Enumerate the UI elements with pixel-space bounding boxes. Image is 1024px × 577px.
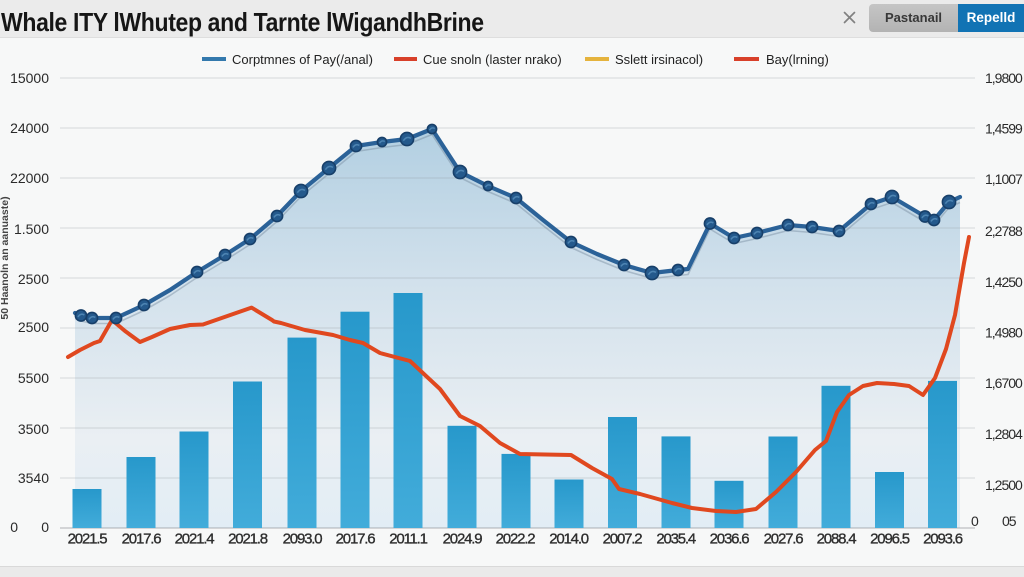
- svg-text:15000: 15000: [10, 70, 49, 86]
- svg-text:1,6700: 1,6700: [985, 375, 1023, 391]
- svg-text:2022.2: 2022.2: [496, 531, 536, 548]
- svg-text:2024.9: 2024.9: [443, 531, 483, 548]
- svg-text:2014.0: 2014.0: [549, 531, 589, 548]
- svg-text:2021.8: 2021.8: [228, 531, 268, 548]
- svg-text:2021.4: 2021.4: [175, 531, 215, 548]
- svg-text:2036.6: 2036.6: [710, 531, 750, 548]
- svg-text:0: 0: [971, 513, 979, 529]
- svg-text:2007.2: 2007.2: [603, 531, 643, 548]
- svg-text:3500: 3500: [18, 421, 49, 437]
- svg-text:0: 0: [10, 519, 18, 535]
- svg-text:2017.6: 2017.6: [336, 531, 376, 548]
- svg-text:05: 05: [1002, 513, 1017, 529]
- svg-text:2500: 2500: [18, 271, 49, 287]
- svg-text:22000: 22000: [10, 170, 49, 186]
- svg-text:2021.5: 2021.5: [68, 531, 108, 548]
- svg-text:1,9800: 1,9800: [985, 70, 1023, 86]
- svg-text:2500: 2500: [18, 319, 49, 335]
- svg-text:3540: 3540: [18, 470, 49, 486]
- svg-text:0: 0: [41, 519, 49, 535]
- svg-text:1,4599: 1,4599: [985, 121, 1023, 137]
- svg-text:2093.6: 2093.6: [923, 531, 963, 548]
- svg-text:2027.6: 2027.6: [764, 531, 804, 548]
- svg-text:1,1007: 1,1007: [985, 171, 1023, 187]
- svg-text:2035.4: 2035.4: [656, 531, 696, 548]
- svg-text:1,2804: 1,2804: [985, 426, 1023, 442]
- svg-text:1,2500: 1,2500: [985, 477, 1023, 493]
- svg-text:24000: 24000: [10, 120, 49, 136]
- svg-text:5500: 5500: [18, 370, 49, 386]
- svg-text:1.500: 1.500: [14, 221, 49, 237]
- svg-text:2096.5: 2096.5: [870, 531, 910, 548]
- svg-text:2088.4: 2088.4: [817, 531, 857, 548]
- svg-text:2017.6: 2017.6: [122, 531, 162, 548]
- svg-text:2011.1: 2011.1: [389, 531, 427, 548]
- svg-text:2093.0: 2093.0: [283, 531, 323, 548]
- svg-text:2,2788: 2,2788: [985, 223, 1023, 239]
- svg-text:1,4250: 1,4250: [985, 274, 1023, 290]
- svg-text:50 Haanoln an aanuaste): 50 Haanoln an aanuaste): [0, 196, 11, 319]
- svg-text:1,4980: 1,4980: [985, 325, 1023, 341]
